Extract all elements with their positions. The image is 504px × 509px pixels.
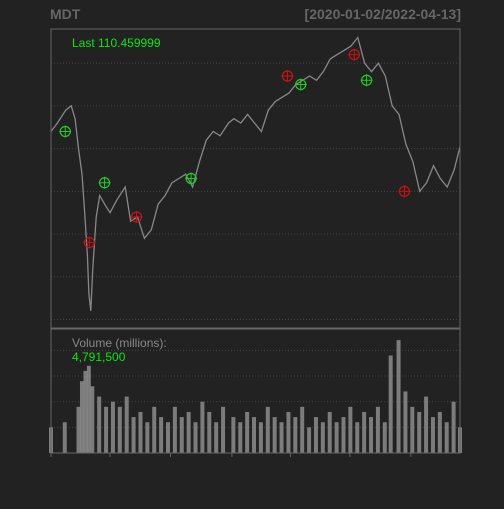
volume-bar (179, 417, 184, 453)
volume-bar (417, 411, 422, 453)
volume-bar (334, 422, 339, 453)
volume-bar (97, 396, 102, 453)
volume-bar (396, 340, 401, 453)
volume-bar (320, 422, 325, 453)
volume-bar (159, 417, 164, 453)
volume-bar (186, 411, 191, 453)
volume-bar (83, 370, 88, 453)
volume-bar (131, 417, 136, 453)
volume-bar (279, 422, 284, 453)
volume-bar (265, 406, 270, 453)
price-line (50, 36, 461, 311)
volume-bar (172, 406, 177, 453)
volume-bar (410, 406, 415, 453)
volume-bar (104, 406, 109, 453)
volume-bar (62, 422, 67, 453)
volume-bar (362, 411, 367, 453)
volume-bar (307, 427, 312, 453)
volume-last-value: 4,791,500 (72, 350, 126, 364)
volume-bar (382, 422, 387, 453)
volume-panel-frame (50, 328, 461, 454)
volume-bar (327, 411, 332, 453)
volume-bar (375, 406, 380, 453)
volume-bar (245, 411, 250, 453)
volume-bar (444, 422, 449, 453)
date-range: [2020-01-02/2022-04-13] (304, 6, 461, 22)
volume-bar (437, 411, 442, 453)
volume-bar (252, 417, 257, 453)
volume-bar (272, 417, 277, 453)
volume-bar (110, 401, 115, 453)
volume-bar (90, 386, 95, 453)
volume-bar (221, 406, 226, 453)
volume-bar (348, 406, 353, 453)
last-price-label: Last 110.459999 (72, 36, 161, 50)
volume-bar (293, 417, 298, 453)
volume-bar (430, 417, 435, 453)
volume-bar (300, 406, 305, 453)
volume-bar (165, 422, 170, 453)
volume-bar (207, 411, 212, 453)
volume-bar (79, 381, 84, 453)
volume-bar (138, 411, 143, 453)
volume-bar (424, 396, 429, 453)
volume-bar (214, 422, 219, 453)
volume-bar (193, 422, 198, 453)
volume-bar (369, 417, 374, 453)
volume-bar (76, 406, 81, 453)
volume-bar (451, 401, 456, 453)
volume-bar (355, 422, 360, 453)
ticker-symbol: MDT (50, 6, 81, 22)
volume-bar (124, 396, 129, 453)
volume-label: Volume (millions): (72, 336, 167, 350)
volume-bar (286, 411, 291, 453)
volume-bar (403, 391, 408, 453)
price-panel-frame (50, 28, 461, 329)
volume-bar (388, 355, 393, 453)
volume-bar (258, 422, 263, 453)
volume-bar (238, 422, 243, 453)
volume-bar (152, 406, 157, 453)
volume-bar (341, 417, 346, 453)
volume-bar (231, 417, 236, 453)
volume-bar (86, 365, 91, 453)
volume-bar (117, 406, 122, 453)
volume-bar (313, 417, 318, 453)
volume-bar (200, 401, 205, 453)
volume-bar (145, 422, 150, 453)
